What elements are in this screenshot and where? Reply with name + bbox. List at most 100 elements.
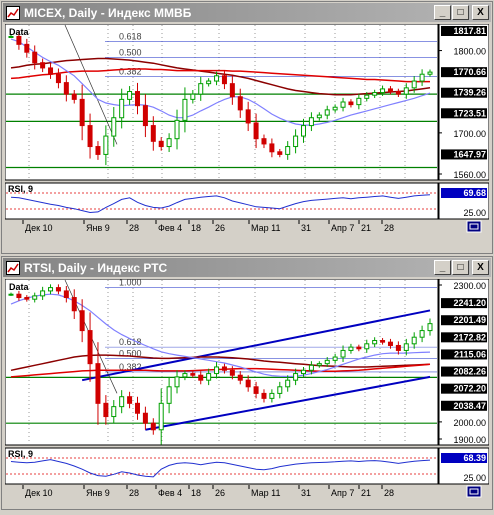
candle-body — [55, 73, 61, 84]
candle-body — [134, 402, 140, 414]
candle-body — [63, 290, 69, 299]
date-label: Янв 9 — [86, 223, 110, 233]
candle-body — [103, 135, 109, 155]
rsi-line — [10, 194, 431, 214]
date-label: Дек 10 — [25, 488, 53, 498]
candle-body — [380, 88, 386, 94]
candle-body — [8, 293, 14, 296]
candle-body — [411, 80, 417, 89]
date-label: 28 — [384, 223, 394, 233]
candle-body — [253, 122, 259, 140]
date-axis[interactable] — [5, 485, 438, 498]
price-tag-box — [441, 87, 487, 98]
candle-body — [308, 364, 314, 371]
maximize-button[interactable]: □ — [452, 260, 469, 275]
candle-body — [301, 369, 307, 375]
candle-body — [158, 402, 164, 431]
candle-body — [269, 143, 275, 153]
date-axis[interactable] — [5, 220, 438, 233]
candle-body — [95, 363, 101, 404]
candle-body — [356, 346, 362, 350]
candle-body — [40, 62, 46, 69]
candle-body — [237, 374, 243, 381]
candle-body — [316, 114, 322, 119]
maximize-button[interactable]: □ — [452, 5, 469, 20]
title-bar[interactable]: RTSI, Daily - Индекс РТС _ □ X — [3, 258, 491, 277]
rsi-plot-area[interactable] — [4, 182, 439, 220]
candle-body — [16, 293, 22, 299]
candle-body — [79, 98, 85, 127]
candle-body — [127, 91, 133, 100]
date-label: Фев 4 — [158, 223, 182, 233]
price-tag-label: 2082.26 — [453, 367, 486, 377]
candle-body — [285, 379, 291, 388]
rsi-value-box — [441, 188, 487, 198]
candle-body — [221, 75, 227, 85]
date-label: 26 — [215, 223, 225, 233]
date-label: 18 — [191, 488, 201, 498]
price-tag-label: 2072.20 — [453, 384, 486, 394]
candle-body — [166, 138, 172, 148]
trend-line — [64, 24, 118, 145]
moving-average-sma-mid — [10, 363, 431, 378]
date-label: Мар 11 — [251, 223, 280, 233]
candle-body — [8, 35, 14, 38]
micex-chart-window[interactable]: MICEX, Daily - Индекс ММВБ _ □ X 0.618 0.… — [1, 1, 493, 254]
date-label: Янв 9 — [86, 488, 110, 498]
candle-body — [182, 98, 188, 121]
close-button[interactable]: X — [472, 5, 489, 20]
price-tag-label: 2201.49 — [453, 315, 486, 325]
candle-body — [419, 330, 425, 338]
candle-body — [403, 87, 409, 95]
chart-svg[interactable]: 0.618 0.500 0.382 Data 1817.81 1800.00 1770.66… — [4, 23, 490, 253]
candle-body — [372, 92, 378, 96]
trend-channel-lower — [145, 375, 431, 431]
candle-body — [150, 422, 156, 431]
price-axis-label: 1900.00 — [453, 435, 486, 445]
scroll-chart-icon[interactable] — [466, 485, 482, 498]
candle-body — [340, 349, 346, 358]
close-button[interactable]: X — [472, 260, 489, 275]
candle-body — [277, 386, 283, 394]
fib-level-label: 0.618 — [119, 337, 142, 347]
price-tag-box — [441, 366, 487, 377]
candle-body — [332, 356, 338, 361]
candle-body — [348, 101, 354, 106]
candle-body — [206, 80, 212, 85]
main-plot-area[interactable] — [4, 23, 439, 181]
date-label: Мар 11 — [251, 488, 280, 498]
candle-body — [324, 359, 330, 365]
scroll-chart-icon[interactable] — [466, 220, 482, 233]
candle-body — [324, 109, 330, 116]
price-tag-label: 1647.97 — [453, 149, 486, 159]
minimize-button[interactable]: _ — [434, 260, 451, 275]
chart-area[interactable]: 0.618 0.500 0.382 Data 1817.81 1800.00 1770.66… — [4, 23, 490, 258]
candle-body — [48, 287, 54, 292]
candle-body — [293, 373, 299, 381]
candle-body — [79, 310, 85, 332]
title-bar[interactable]: MICEX, Daily - Индекс ММВБ _ □ X — [3, 3, 491, 22]
date-label: Фев 4 — [158, 488, 182, 498]
date-label: Апр 7 — [331, 223, 354, 233]
candle-body — [174, 119, 180, 140]
candle-body — [387, 341, 393, 346]
chart-area[interactable]: 1.000 0.618 0.500 0.382 Data 2300.00 2241.20 22… — [4, 278, 490, 515]
candle-body — [261, 392, 267, 399]
candle-body — [134, 91, 140, 107]
chart-svg[interactable]: 1.000 0.618 0.500 0.382 Data 2300.00 2241.20 22… — [4, 278, 490, 510]
fib-level-label: 0.618 — [119, 32, 142, 42]
rtsi-chart-window[interactable]: RTSI, Daily - Индекс РТС _ □ X 1.000 0.61… — [1, 256, 493, 510]
window-title: MICEX, Daily - Индекс ММВБ — [24, 5, 192, 20]
moving-average-sma-short — [10, 293, 431, 378]
fib-level-label: 0.500 — [119, 349, 142, 359]
candle-body — [142, 105, 148, 127]
rsi-plot-area[interactable] — [4, 447, 439, 485]
date-label: 31 — [301, 223, 311, 233]
minimize-button[interactable]: _ — [434, 5, 451, 20]
price-tag-box — [441, 400, 487, 411]
candle-body — [87, 125, 93, 148]
fib-level-label: 0.382 — [119, 362, 142, 372]
price-tag-box — [441, 149, 487, 160]
price-tag-label: 2115.06 — [454, 349, 486, 359]
candle-body — [174, 376, 180, 388]
